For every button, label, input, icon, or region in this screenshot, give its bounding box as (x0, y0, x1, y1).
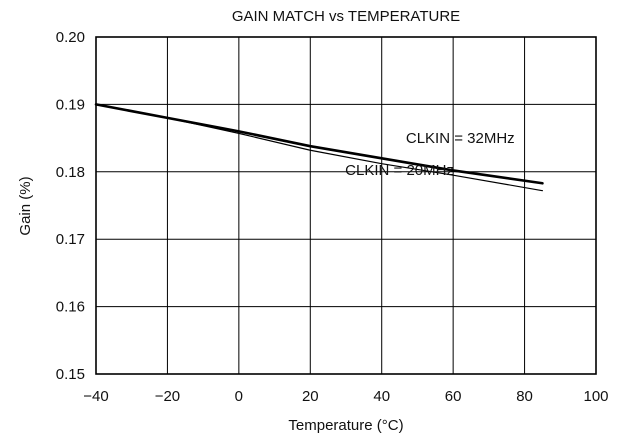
y-tick-label: 0.16 (56, 299, 85, 316)
annotations: CLKIN = 32MHz CLKIN = 20MHz (345, 130, 515, 179)
grid (96, 37, 596, 374)
chart-title: GAIN MATCH vs TEMPERATURE (232, 8, 460, 25)
y-tick-label: 0.17 (56, 231, 85, 248)
y-axis-label: Gain (%) (17, 176, 34, 235)
x-tick-label: −20 (155, 388, 180, 405)
x-tick-label: 20 (302, 388, 319, 405)
y-tick-label: 0.20 (56, 29, 85, 46)
x-tick-label: 100 (583, 388, 608, 405)
series-annotation: CLKIN = 20MHz (345, 162, 454, 179)
series-line-clkin-20mhz (95, 103, 544, 192)
x-tick-label: 60 (445, 388, 462, 405)
x-tick-label: −40 (83, 388, 108, 405)
x-tick-label: 40 (373, 388, 390, 405)
plot-frame (95, 36, 597, 375)
x-axis-label: Temperature (°C) (288, 417, 403, 434)
series-annotation: CLKIN = 32MHz (406, 130, 515, 147)
y-tick-label: 0.15 (56, 366, 85, 383)
y-tick-label: 0.19 (56, 96, 85, 113)
x-tick-label: 80 (516, 388, 533, 405)
tick-labels: −40 −20 0 20 40 60 80 100 0.15 0.16 0.17 0.18 0.19 0.… (56, 29, 609, 405)
y-tick-label: 0.18 (56, 164, 85, 181)
series-lines (94, 103, 544, 192)
x-tick-label: 0 (235, 388, 243, 405)
